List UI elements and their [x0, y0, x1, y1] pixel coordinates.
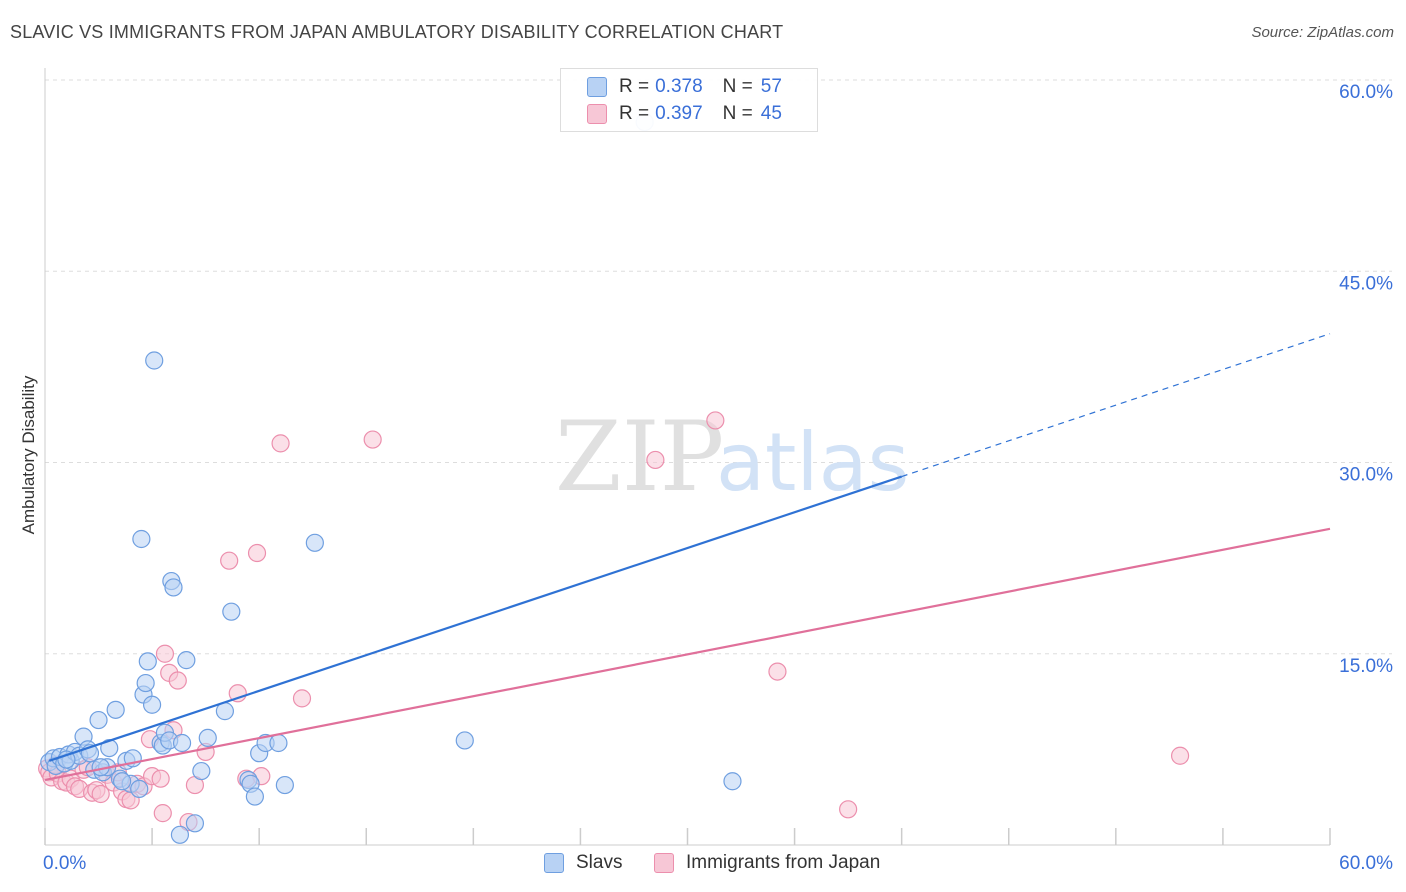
legend-r-label: R =	[619, 103, 650, 124]
slavs-trendline-extension	[901, 333, 1331, 478]
legend-swatch-japan	[587, 104, 607, 124]
slavs-point	[455, 731, 474, 750]
y-tick-label: 45.0%	[1339, 273, 1393, 294]
legend-n-value: 57	[760, 76, 782, 97]
japan-point	[706, 411, 725, 430]
y-tick-label: 15.0%	[1339, 656, 1393, 677]
slavs-point	[245, 787, 264, 806]
japan-trendline	[44, 527, 1331, 782]
legend-swatch-slavs	[587, 77, 607, 97]
grid-layer	[45, 79, 1392, 655]
bottom-legend-slavs: Slavs	[544, 852, 622, 874]
legend-n-label: N =	[722, 76, 753, 97]
slavs-point	[275, 775, 294, 795]
slavs-point	[57, 750, 76, 769]
japan-point	[839, 800, 858, 819]
japan-point	[292, 689, 312, 708]
slavs-point	[106, 700, 125, 719]
y-tick-label: 30.0%	[1339, 465, 1393, 486]
trend-layer	[44, 333, 1331, 782]
slavs-point	[132, 529, 151, 549]
slavs-point	[142, 695, 162, 714]
slavs-point	[192, 761, 211, 781]
slavs-point	[222, 602, 241, 621]
japan-point	[1170, 746, 1190, 765]
slavs-point	[164, 578, 183, 597]
legend-row-japan: R = 0.397 N = 45	[587, 101, 782, 127]
japan-point	[363, 430, 382, 449]
y-axis-title: Ambulatory Disability	[19, 375, 38, 534]
legend-n-label: N =	[722, 103, 753, 124]
japan-point	[271, 434, 290, 453]
slavs-point	[136, 673, 155, 693]
watermark-atlas: atlas	[716, 416, 909, 509]
legend-r-value: 0.397	[655, 103, 703, 124]
legend-r-label: R =	[619, 76, 650, 97]
japan-point	[220, 551, 239, 570]
bottom-legend-japan: Immigrants from Japan	[654, 852, 880, 874]
label-layer: 15.0% 30.0% 45.0% 60.0% 0.0% 60.0% Ambulatory …	[19, 82, 1393, 874]
legend-n-value: 45	[760, 103, 782, 124]
slavs-point	[112, 772, 132, 791]
japan-point	[646, 450, 665, 470]
source-label: Source: ZipAtlas.com	[1251, 24, 1394, 41]
japan-point	[168, 671, 187, 690]
slavs-point	[269, 733, 288, 753]
slavs-point	[138, 652, 157, 671]
legend-box: R = 0.378 N = 57 R = 0.397 N = 45	[560, 68, 818, 132]
japan-point	[247, 543, 267, 563]
x-tick-label: 60.0%	[1339, 853, 1393, 874]
slavs-point	[198, 728, 217, 748]
bottom-legend-swatch-slavs	[544, 853, 564, 873]
slavs-point	[723, 772, 742, 791]
bottom-legend-label-slavs: Slavs	[576, 852, 623, 873]
slavs-point	[177, 651, 196, 670]
x-tick-label: 0.0%	[43, 853, 86, 874]
bottom-legend: Slavs Immigrants from Japan	[0, 852, 1406, 878]
slavs-point	[145, 351, 164, 370]
bottom-legend-swatch-japan	[654, 853, 674, 873]
slavs-point	[172, 733, 192, 753]
y-tick-label: 60.0%	[1339, 82, 1393, 103]
slavs-point	[305, 533, 324, 552]
axis-layer	[44, 68, 1331, 846]
slavs-point	[185, 814, 205, 833]
chart-title: SLAVIC VS IMMIGRANTS FROM JAPAN AMBULATO…	[10, 22, 784, 42]
legend-row-slavs: R = 0.378 N = 57	[587, 74, 782, 100]
slavs-point	[100, 738, 119, 758]
watermark: ZIP atlas	[555, 401, 909, 513]
legend-r-value: 0.378	[655, 76, 703, 97]
slavs-point	[130, 779, 149, 799]
slavs-point	[170, 825, 190, 844]
slavs-trendline	[48, 475, 903, 762]
japan-point	[155, 644, 175, 663]
japan-point	[153, 804, 172, 823]
watermark-zip: ZIP	[555, 401, 724, 513]
slavs-point	[89, 710, 108, 730]
bottom-legend-label-japan: Immigrants from Japan	[686, 852, 881, 873]
japan-point	[151, 769, 170, 788]
japan-point	[91, 784, 110, 804]
japan-point	[768, 662, 787, 681]
